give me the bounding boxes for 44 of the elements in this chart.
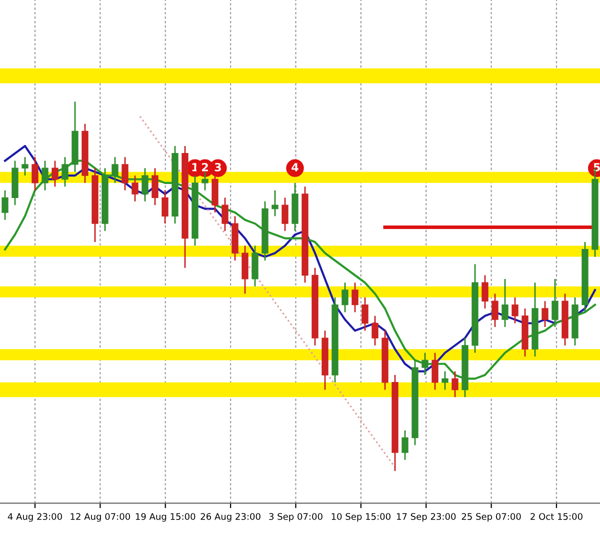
candlestick — [122, 156, 128, 192]
candlestick — [282, 197, 288, 232]
x-tick-label: 2 Oct 15:00 — [530, 513, 582, 520]
candlestick — [342, 282, 348, 313]
candlestick — [402, 430, 408, 461]
x-tick-label: 26 Aug 23:00 — [200, 513, 260, 522]
candlestick — [452, 370, 458, 398]
x-tick-label: 17 Sep 23:00 — [396, 513, 456, 522]
candlestick — [542, 300, 548, 328]
candlestick — [422, 352, 428, 376]
candlestick — [162, 190, 168, 224]
candlestick — [482, 274, 488, 310]
x-tick-label: 12 Aug 07:00 — [70, 513, 130, 522]
candlestick — [152, 167, 158, 206]
candlestick — [552, 278, 558, 328]
annotation: 5 — [594, 163, 600, 172]
candlestick — [442, 370, 448, 390]
candlestick — [362, 296, 368, 332]
candlestick — [372, 315, 378, 346]
candlestick — [142, 167, 148, 202]
candlestick — [222, 197, 228, 232]
candlestick — [112, 156, 118, 184]
candlestick — [512, 296, 518, 324]
x-tick-label: 19 Aug 15:00 — [136, 513, 196, 522]
candlestick — [272, 190, 278, 217]
candlestick — [62, 156, 68, 188]
x-tick-label: 4 Aug 23:00 — [8, 513, 62, 522]
x-tick-label: 3 Sep 07:00 — [269, 513, 322, 522]
candlestick — [32, 156, 38, 192]
candlestick — [352, 282, 358, 313]
x-tick-label: 25 Sep 07:00 — [462, 513, 521, 522]
candlestick — [132, 174, 138, 202]
candlestick — [22, 156, 28, 176]
candlestick — [432, 352, 438, 390]
annotation: 3 — [214, 162, 221, 172]
candlestick — [52, 160, 58, 188]
candlestick — [2, 190, 8, 221]
annotation: 2 — [202, 162, 208, 172]
x-tick-label: 10 Sep 15:00 — [332, 513, 390, 522]
candlestick — [42, 160, 48, 192]
candlestick — [502, 278, 508, 328]
annotation: 4 — [292, 163, 298, 172]
candlestick — [492, 293, 498, 328]
candlestick — [202, 171, 208, 192]
